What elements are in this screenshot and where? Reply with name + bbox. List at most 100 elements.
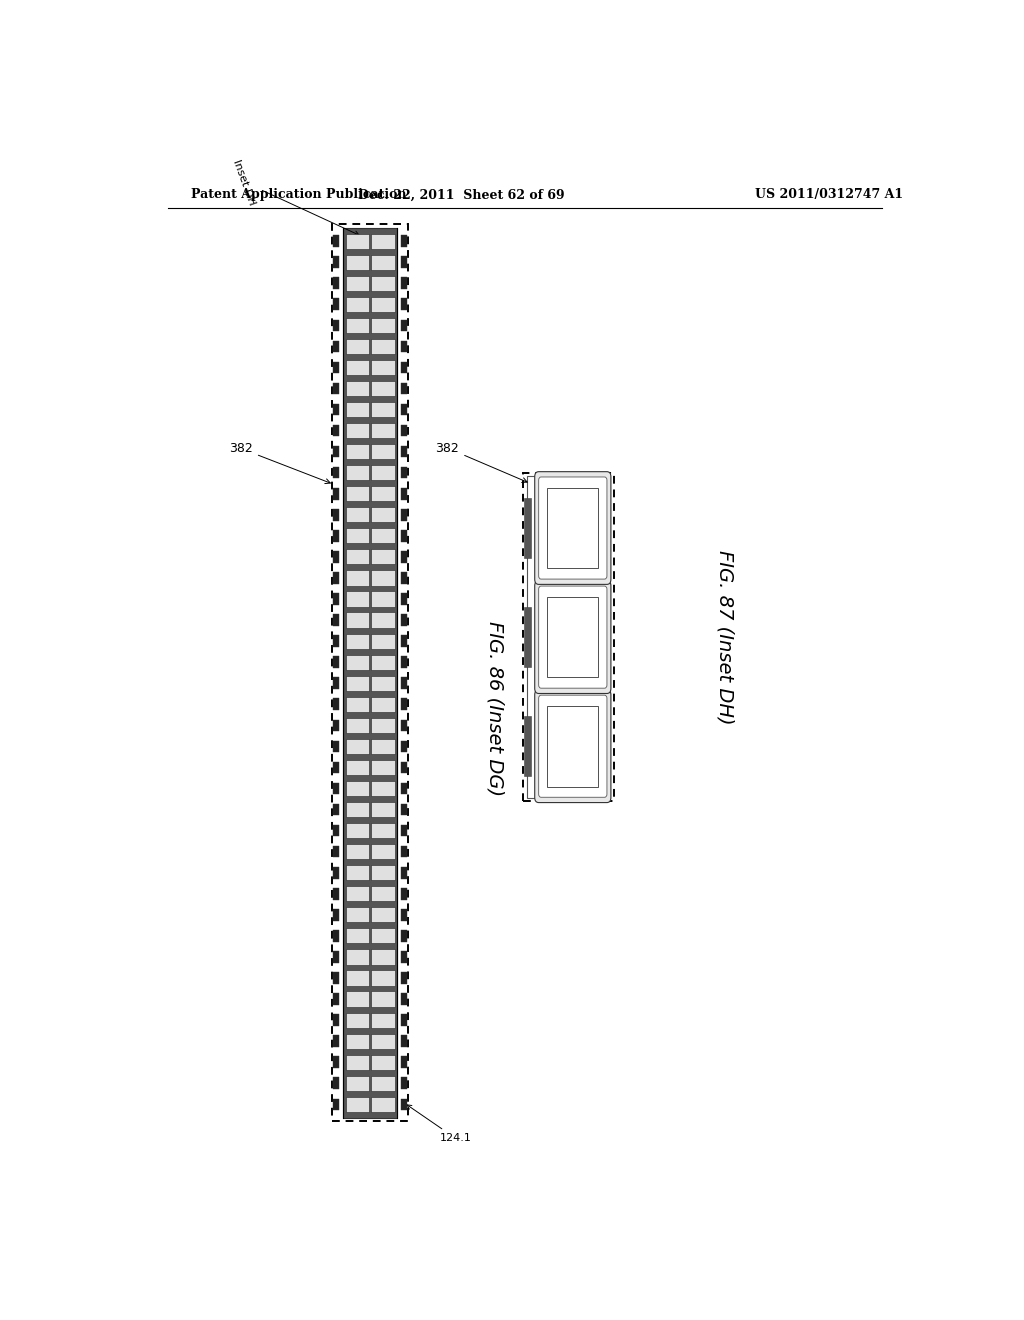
Bar xyxy=(345,676,369,690)
Bar xyxy=(345,949,369,965)
Bar xyxy=(333,1056,340,1068)
Bar xyxy=(371,781,394,796)
Bar xyxy=(345,339,369,354)
Bar xyxy=(526,477,610,799)
Bar xyxy=(333,404,340,416)
FancyBboxPatch shape xyxy=(535,690,611,803)
Bar xyxy=(333,572,340,583)
Bar xyxy=(400,341,407,352)
FancyBboxPatch shape xyxy=(535,581,611,693)
Bar xyxy=(345,739,369,754)
Bar xyxy=(371,843,394,859)
Bar xyxy=(371,991,394,1007)
Bar xyxy=(333,677,340,689)
Text: 382: 382 xyxy=(435,442,527,483)
Bar xyxy=(400,1077,407,1089)
Bar xyxy=(371,570,394,586)
Bar xyxy=(345,612,369,627)
Bar xyxy=(371,234,394,248)
Bar xyxy=(400,1098,407,1110)
Bar xyxy=(400,1035,407,1047)
Bar xyxy=(371,907,394,923)
Bar xyxy=(333,467,340,478)
Bar xyxy=(371,928,394,944)
Text: 382: 382 xyxy=(229,442,331,483)
Bar xyxy=(400,319,407,331)
Bar xyxy=(345,1012,369,1028)
Bar xyxy=(333,1077,340,1089)
Bar xyxy=(400,531,407,541)
Bar xyxy=(333,846,340,858)
Bar xyxy=(371,591,394,607)
Bar xyxy=(400,467,407,478)
Text: US 2011/0312747 A1: US 2011/0312747 A1 xyxy=(755,189,903,202)
Bar xyxy=(548,597,598,677)
FancyBboxPatch shape xyxy=(535,471,611,585)
Bar xyxy=(333,488,340,499)
Bar xyxy=(345,928,369,944)
Bar xyxy=(333,298,340,310)
Bar xyxy=(400,783,407,795)
Bar xyxy=(333,510,340,520)
Bar xyxy=(333,825,340,837)
Bar xyxy=(371,381,394,396)
Bar xyxy=(333,552,340,562)
Bar xyxy=(400,552,407,562)
Bar xyxy=(371,507,394,523)
Bar xyxy=(400,1056,407,1068)
Bar xyxy=(400,867,407,879)
Bar xyxy=(345,465,369,480)
Bar xyxy=(345,781,369,796)
Bar xyxy=(371,318,394,333)
Bar xyxy=(333,909,340,920)
Bar xyxy=(345,381,369,396)
Bar xyxy=(333,446,340,458)
Bar xyxy=(371,1034,394,1048)
Bar xyxy=(345,865,369,880)
Bar xyxy=(400,614,407,626)
Bar xyxy=(345,760,369,775)
Bar xyxy=(371,803,394,817)
Bar xyxy=(333,235,340,247)
Bar xyxy=(523,474,614,801)
Bar xyxy=(371,739,394,754)
Bar xyxy=(345,907,369,923)
Bar xyxy=(523,607,530,667)
Bar xyxy=(371,339,394,354)
Bar xyxy=(345,843,369,859)
Text: 124.1: 124.1 xyxy=(407,1105,471,1143)
Bar xyxy=(548,706,598,787)
Bar xyxy=(371,612,394,627)
Bar xyxy=(400,446,407,458)
Bar xyxy=(333,931,340,941)
Bar xyxy=(400,572,407,583)
Bar xyxy=(400,256,407,268)
Bar xyxy=(345,634,369,648)
Bar xyxy=(371,297,394,312)
Bar xyxy=(371,444,394,459)
Bar xyxy=(345,360,369,375)
Bar xyxy=(333,362,340,374)
Bar xyxy=(333,698,340,710)
Text: Dec. 22, 2011  Sheet 62 of 69: Dec. 22, 2011 Sheet 62 of 69 xyxy=(358,189,564,202)
Bar xyxy=(345,803,369,817)
Bar xyxy=(345,486,369,502)
Bar xyxy=(345,718,369,733)
Bar xyxy=(333,277,340,289)
Text: FIG. 87 (Inset DH): FIG. 87 (Inset DH) xyxy=(716,550,734,725)
Bar xyxy=(333,635,340,647)
Bar xyxy=(345,886,369,902)
Bar xyxy=(333,341,340,352)
Bar xyxy=(371,655,394,669)
Bar xyxy=(371,549,394,565)
Bar xyxy=(333,888,340,899)
Bar xyxy=(333,319,340,331)
Bar xyxy=(333,425,340,437)
Bar xyxy=(400,973,407,983)
Bar xyxy=(333,1014,340,1026)
Bar xyxy=(333,1035,340,1047)
Bar xyxy=(345,528,369,544)
Bar xyxy=(345,824,369,838)
Bar xyxy=(345,318,369,333)
Bar xyxy=(548,487,598,569)
